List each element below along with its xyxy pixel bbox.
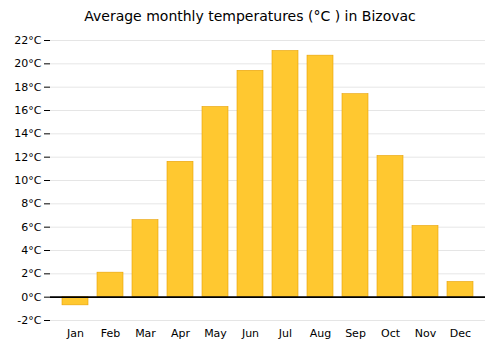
svg-text:16°C: 16°C xyxy=(14,104,41,117)
svg-text:Sep: Sep xyxy=(345,327,366,340)
svg-text:6°C: 6°C xyxy=(21,221,41,234)
svg-text:Dec: Dec xyxy=(450,327,471,340)
html-text:Average monthly temperatures (: Average monthly temperatures (°C ) in Bi… xyxy=(84,8,416,24)
svg-text:20°C: 20°C xyxy=(14,57,41,70)
svg-text:14°C: 14°C xyxy=(14,127,41,140)
svg-text:Aug: Aug xyxy=(310,327,331,340)
svg-text:Oct: Oct xyxy=(381,327,401,340)
svg-text:Apr: Apr xyxy=(171,327,191,340)
svg-text:10°C: 10°C xyxy=(14,174,41,187)
svg-text:Feb: Feb xyxy=(101,327,120,340)
svg-text:2°C: 2°C xyxy=(21,267,41,280)
svg-text:May: May xyxy=(204,327,227,340)
svg-text:0°C: 0°C xyxy=(21,291,41,304)
svg-text:Nov: Nov xyxy=(415,327,437,340)
svg-text:Jul: Jul xyxy=(278,327,292,340)
svg-text:4°C: 4°C xyxy=(21,244,41,257)
svg-text:Jan: Jan xyxy=(66,327,84,340)
svg-text:12°C: 12°C xyxy=(14,151,41,164)
svg-text:8°C: 8°C xyxy=(21,197,41,210)
svg-text:Jun: Jun xyxy=(241,327,259,340)
svg-text:-2°C: -2°C xyxy=(17,314,41,327)
svg-text:18°C: 18°C xyxy=(14,81,41,94)
svg-text:Mar: Mar xyxy=(135,327,156,340)
svg-text:22°C: 22°C xyxy=(14,34,41,47)
